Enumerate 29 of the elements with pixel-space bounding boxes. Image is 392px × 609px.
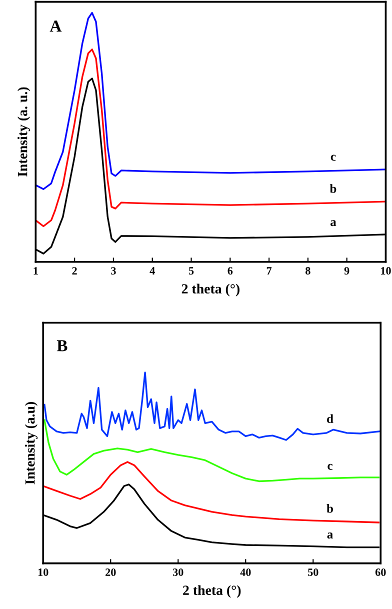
series-label: b — [326, 504, 333, 513]
x-tick-label: 40 — [240, 568, 251, 576]
x-tick-label: 10 — [38, 568, 48, 576]
x-tick-label: 4 — [150, 267, 155, 274]
series-label: a — [327, 532, 333, 539]
x-tick-label: 3 — [111, 267, 116, 275]
y-axis-title: Intensity (a. u.) — [17, 87, 30, 177]
x-tick-label: 1 — [34, 267, 38, 274]
series-label: b — [330, 184, 336, 193]
x-axis-title: 2 theta (°) — [182, 284, 240, 296]
x-tick-label: 8 — [306, 267, 310, 275]
y-axis-title: Intensity (a.u) — [24, 402, 38, 484]
chart-title: A — [50, 20, 62, 32]
x-tick-label: 60 — [375, 568, 386, 576]
x-tick-label: 50 — [308, 568, 318, 576]
chart-title: B — [56, 340, 68, 352]
x-tick-label: 9 — [344, 267, 350, 275]
series-label: c — [328, 464, 332, 470]
x-tick-label: 6 — [228, 267, 233, 275]
x-tick-label: 5 — [188, 267, 194, 275]
x-tick-label: 30 — [172, 568, 184, 576]
x-tick-label: 10 — [381, 267, 391, 275]
series-label: c — [330, 154, 336, 161]
series-label: a — [330, 220, 336, 226]
x-axis-title: 2 theta (°) — [183, 585, 241, 598]
x-tick-label: 2 — [72, 267, 77, 274]
x-tick-label: 7 — [266, 267, 272, 274]
series-label: d — [327, 414, 334, 424]
x-tick-label: 20 — [106, 568, 116, 576]
